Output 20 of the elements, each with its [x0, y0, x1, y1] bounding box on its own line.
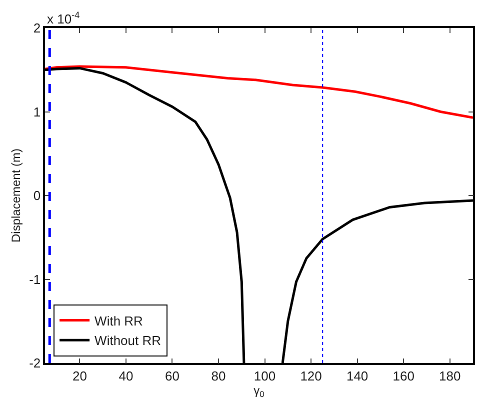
x-tick-label: 60: [165, 368, 180, 384]
x-tick-label: 120: [300, 368, 322, 384]
legend-label: With RR: [94, 313, 143, 328]
y-tick-label: 0: [33, 188, 41, 204]
y-axis-title: Displacement (m): [8, 148, 23, 243]
text: x 10$^{-4}$: [47, 10, 80, 26]
x-tick-label: 40: [118, 368, 134, 384]
y-tick-label: -1: [29, 272, 41, 287]
x-tick-label: 160: [392, 368, 414, 384]
y-tick-label: -2: [29, 356, 41, 371]
x-tick-label: 80: [211, 368, 226, 384]
y-tick-label: 1: [33, 104, 41, 120]
x-axis-title: γ$_{0}$: [254, 383, 265, 399]
x-tick-label: 20: [72, 368, 87, 384]
x-tick-label: 180: [439, 368, 461, 384]
x-tick-label: 100: [254, 368, 276, 384]
line-series: [45, 65, 473, 119]
x-tick-label: 140: [346, 368, 368, 384]
y-tick-label: 2: [33, 20, 41, 36]
legend-label: Without RR: [94, 333, 162, 348]
